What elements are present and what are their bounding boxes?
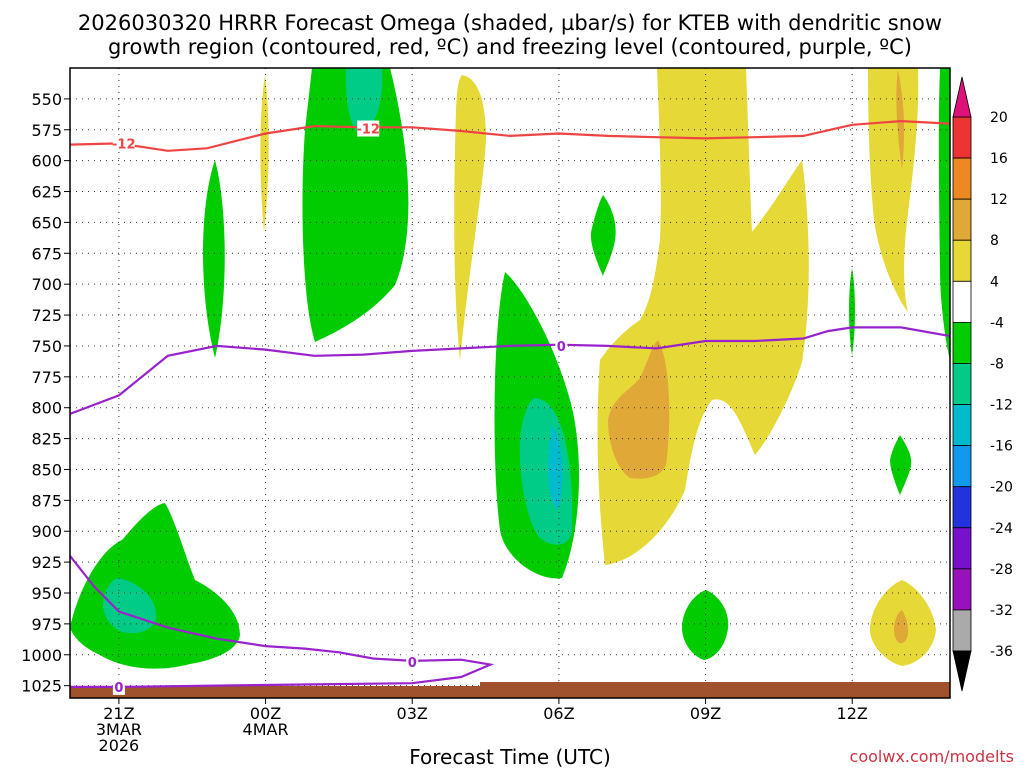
x-tick-label: 03Z: [397, 704, 428, 723]
x-tick-label: 21Z: [103, 704, 134, 723]
colorbar-bin: [952, 239, 972, 282]
omega-region-up-01z-core: [345, 68, 383, 135]
colorbar-label: 12: [990, 192, 1008, 208]
contour-labels: -12 -12 0 0 0: [112, 120, 568, 696]
y-tick-label: 625: [31, 183, 62, 202]
colorbar-bin: [952, 157, 972, 200]
y-tick-label: 550: [31, 90, 62, 109]
x-tick-label: 12Z: [837, 704, 868, 723]
colorbar-bottom-arrow: [952, 650, 972, 692]
omega-region-down-13z-core: [896, 70, 905, 170]
ground-terrain-top: [70, 682, 950, 686]
plot-frame: [69, 67, 951, 699]
colorbar-top-arrow: [952, 76, 972, 118]
omega-region-down-13z-low-core: [894, 610, 909, 644]
y-tick-label: 950: [31, 584, 62, 603]
freezing-level-label-bg: [555, 337, 568, 354]
omega-region-up-12z: [849, 268, 855, 355]
freezing-level-label: 0: [408, 656, 417, 671]
y-tick-label: 875: [31, 491, 62, 510]
colorbar-label: -16: [990, 439, 1013, 455]
y-tick-label: 1025: [21, 677, 62, 696]
freezing-level-label: 0: [114, 681, 123, 696]
x-tick-sublabel: 2026: [99, 736, 140, 755]
plot-area: -12 -12 0 0 0: [69, 67, 951, 699]
freezing-level-label-bg: [112, 678, 125, 695]
y-tick-label: 675: [31, 244, 62, 263]
y-tick-label: 900: [31, 522, 62, 541]
colorbar-bin: [952, 116, 972, 159]
y-tick-label: 925: [31, 553, 62, 572]
dgz-contour-label: -12: [112, 137, 136, 152]
colorbar-bin: [952, 363, 972, 405]
colorbar-label: 4: [990, 274, 999, 290]
colorbar-label: 16: [990, 151, 1008, 167]
dgz-contour-label: -12: [356, 123, 380, 138]
colorbar-label: -20: [990, 480, 1013, 496]
omega-region-up-edge: [938, 68, 950, 360]
colorbar-label: 8: [990, 233, 999, 249]
x-tick-label: 09Z: [690, 704, 721, 723]
colorbar-bin: [952, 486, 972, 529]
y-tick-label: 975: [31, 615, 62, 634]
site-credit[interactable]: coolwx.com/modelts: [850, 747, 1014, 766]
colorbar-bin: [952, 527, 972, 570]
colorbar-label: -8: [990, 356, 1004, 372]
omega-region-down-13z-upper: [868, 68, 919, 312]
chart-title-line-2: growth region (contoured, red, ºC) and f…: [108, 35, 912, 59]
y-tick-label: 1000: [21, 646, 62, 665]
ground-terrain: [70, 686, 950, 698]
y-tick-label: 575: [31, 121, 62, 140]
freezing-level-label-bg: [406, 654, 419, 671]
colorbar-bin: [952, 445, 972, 488]
x-tick-label: 00Z: [250, 704, 281, 723]
colorbar-bin: [952, 609, 972, 652]
colorbar-label: -12: [990, 398, 1013, 414]
y-tick-label: 750: [31, 337, 62, 356]
y-tick-label: 650: [31, 213, 62, 232]
colorbar-label: -24: [990, 521, 1013, 537]
freezing-level-contour: [69, 326, 951, 415]
y-axis: 550 575 600 625 650 675 700 725 750 775 800 825 850 8…: [21, 90, 70, 696]
x-axis-title: Forecast Time (UTC): [409, 745, 611, 768]
y-tick-label: 850: [31, 460, 62, 479]
y-tick-label: 725: [31, 306, 62, 325]
omega-region-up-21z-mid: [202, 160, 225, 358]
dgz-contour-label-bg: [112, 135, 135, 152]
y-tick-label: 825: [31, 430, 62, 449]
freezing-level-surface-contour: [69, 555, 495, 688]
omega-region-up-13z: [890, 435, 912, 495]
y-tick-label: 600: [31, 152, 62, 171]
omega-region-down-03z: [454, 75, 486, 360]
omega-region-up-09z: [682, 590, 729, 660]
y-tick-label: 800: [31, 399, 62, 418]
chart-title-line-1: 2026030320 HRRR Forecast Omega (shaded, …: [78, 11, 942, 35]
freezing-level-label: 0: [557, 340, 566, 355]
omega-region-up-21z-low: [70, 503, 240, 669]
omega-region-down-07z-core: [608, 340, 670, 479]
colorbar: 20 16 12 8 4 -4 -8 -12 -16 -20 -24 -28 -32 -36: [952, 76, 1013, 692]
colorbar-bin: [952, 404, 972, 447]
omega-region-up-07z: [590, 195, 616, 276]
colorbar-bin: [952, 280, 972, 323]
omega-region-down-00z: [260, 75, 269, 232]
colorbar-label: -28: [990, 562, 1013, 578]
dgz-contour-label-bg: [357, 120, 380, 137]
y-tick-label: 775: [31, 368, 62, 387]
colorbar-bin: [952, 198, 972, 241]
x-tick-label: 06Z: [543, 704, 574, 723]
omega-region-up-01z-upper: [302, 68, 409, 342]
colorbar-label: -36: [990, 644, 1013, 660]
colorbar-label: -32: [990, 603, 1013, 619]
dgz-minus12-contour: [69, 119, 951, 152]
colorbar-label: -4: [990, 315, 1004, 331]
colorbar-bin: [952, 321, 972, 364]
colorbar-label: 20: [990, 110, 1008, 126]
x-tick-sublabel: 4MAR: [243, 720, 289, 739]
colorbar-bin: [952, 568, 972, 611]
y-tick-label: 700: [31, 275, 62, 294]
x-tick-sublabel: 3MAR: [96, 720, 142, 739]
